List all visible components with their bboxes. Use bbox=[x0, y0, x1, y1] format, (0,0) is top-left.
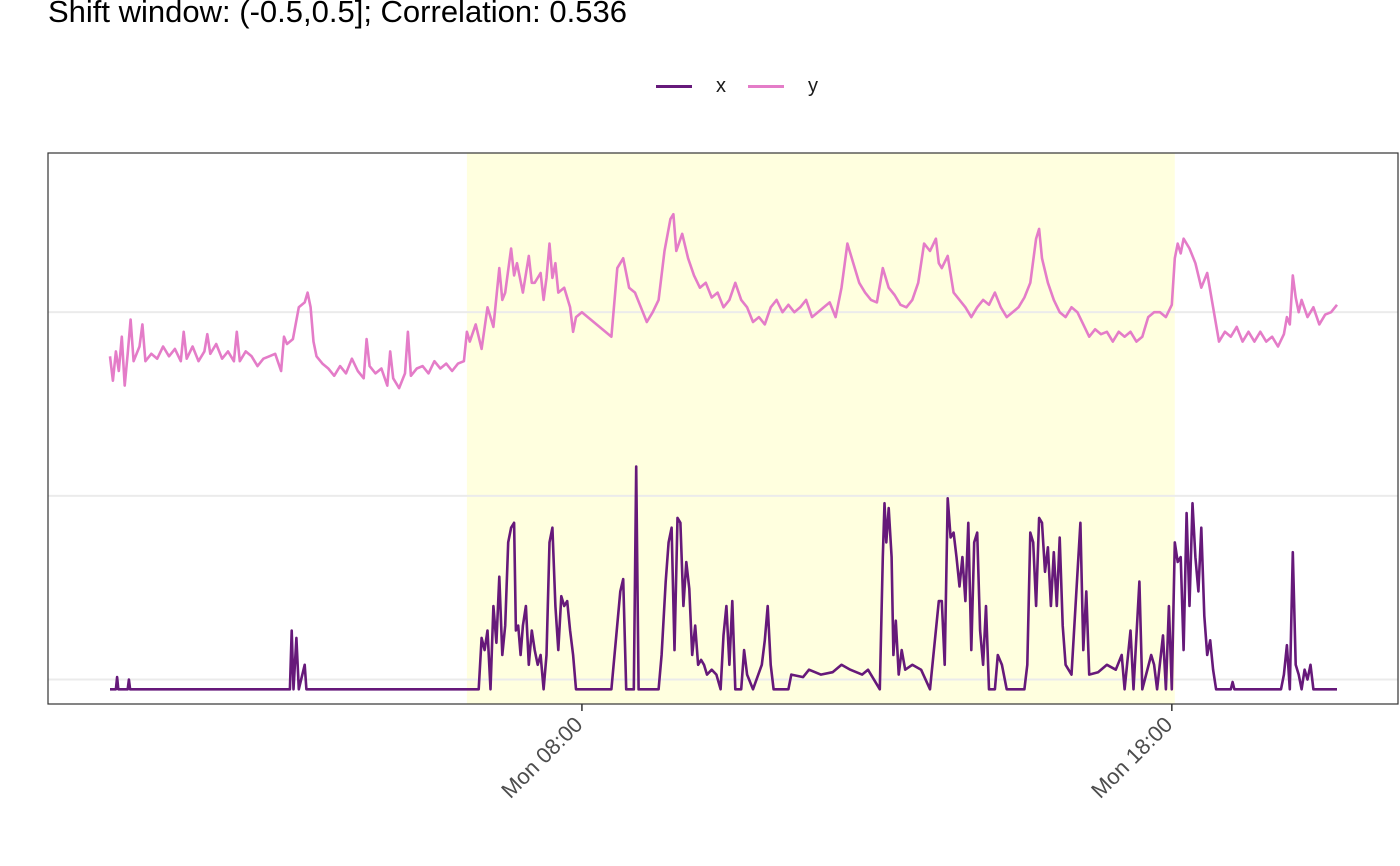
series-line-y bbox=[108, 212, 1339, 390]
legend-key-y bbox=[748, 84, 784, 88]
x-tick-label-1: Mon 18:00 bbox=[1086, 712, 1177, 803]
chart-title: Shift window: (-0.5,0.5]; Correlation: 0… bbox=[48, 0, 627, 29]
legend-item-y: y bbox=[748, 75, 818, 98]
shift-window-band bbox=[466, 153, 1175, 704]
legend-key-x bbox=[656, 84, 692, 88]
legend-label-x: x bbox=[716, 74, 726, 97]
legend: x y bbox=[656, 72, 840, 100]
x-tick-label-0: Mon 08:00 bbox=[496, 712, 587, 803]
panel-border bbox=[47, 152, 1399, 705]
legend-item-x: x bbox=[656, 75, 726, 98]
legend-label-y: y bbox=[808, 74, 818, 97]
series-line-x bbox=[110, 465, 1337, 691]
